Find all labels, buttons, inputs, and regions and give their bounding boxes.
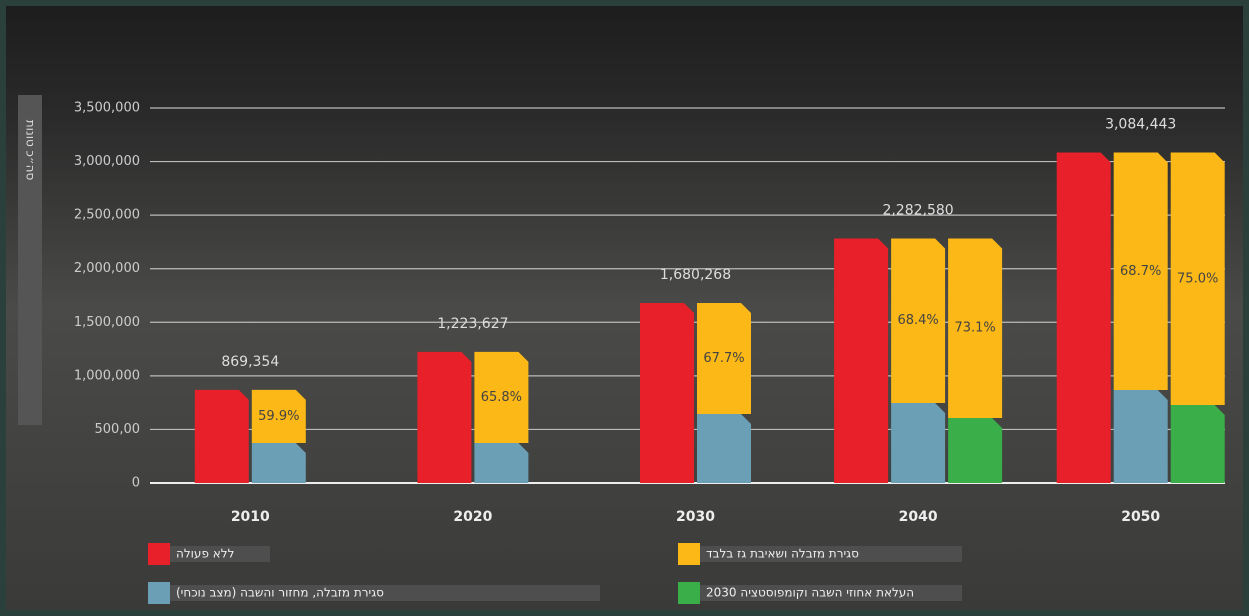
bar-segment — [194, 389, 249, 483]
bar-segment — [697, 414, 751, 483]
total-label: 3,084,443 — [1105, 117, 1176, 133]
bar-segment — [417, 351, 472, 483]
total-label: 1,223,627 — [437, 316, 508, 332]
y-tick-label: 2,000,000 — [74, 261, 140, 276]
percent-label: 65.8% — [481, 390, 522, 405]
bar-segment — [1113, 152, 1168, 390]
y-axis-label-box — [18, 95, 42, 425]
legend-swatch — [678, 582, 700, 604]
y-tick-label: 3,500,000 — [74, 101, 140, 116]
bar-segment — [474, 351, 529, 444]
bar-segment — [1170, 405, 1225, 483]
legend-label: סגירת מזבלה, מחזור והשבה (מצב נוכחי) — [176, 586, 384, 600]
legend-swatch — [678, 543, 700, 565]
bar-segment — [251, 443, 306, 483]
y-tick-label: 500,00 — [95, 422, 141, 437]
percent-label: 68.4% — [897, 313, 938, 328]
legend-strip — [700, 546, 962, 562]
x-tick-label: 2020 — [453, 509, 492, 525]
bar-segment — [948, 238, 1003, 418]
legend-label: העלאת אחוזי השבה וקומפוסטציה 2030 — [706, 586, 914, 600]
percent-label: 59.9% — [258, 409, 299, 424]
y-axis-label: סה״כ טונות — [24, 120, 38, 181]
bar-segment — [891, 402, 946, 483]
y-tick-label: 1,000,000 — [74, 368, 140, 383]
percent-label: 73.1% — [954, 321, 995, 336]
bar-segment — [1056, 152, 1111, 483]
y-tick-label: 0 — [132, 476, 140, 491]
legend-swatch — [148, 582, 170, 604]
percent-label: 67.7% — [703, 351, 744, 366]
bar-segment — [834, 238, 889, 483]
percent-label: 68.7% — [1120, 264, 1161, 279]
total-label: 1,680,268 — [660, 267, 731, 283]
y-tick-label: 2,500,000 — [74, 208, 140, 223]
total-label: 2,282,580 — [882, 202, 953, 218]
legend-strip — [700, 585, 962, 601]
x-tick-label: 2040 — [899, 509, 938, 525]
legend-swatch — [148, 543, 170, 565]
x-tick-label: 2030 — [676, 509, 715, 525]
y-tick-label: 1,500,000 — [74, 315, 140, 330]
bar-segment — [251, 389, 306, 444]
bar-segment — [891, 238, 946, 403]
background — [6, 6, 1243, 610]
bar-segment — [474, 443, 529, 483]
legend-strip — [170, 546, 270, 562]
legend-label: ללא פעולה — [176, 547, 234, 561]
y-tick-label: 3,000,000 — [74, 154, 140, 169]
x-tick-label: 2010 — [231, 509, 270, 525]
x-tick-label: 2050 — [1121, 509, 1160, 525]
bar-segment — [1113, 390, 1168, 483]
bar-segment — [1170, 152, 1225, 405]
bar-segment — [697, 302, 751, 414]
legend-strip — [170, 585, 600, 601]
bar-segment — [948, 417, 1003, 483]
percent-label: 75.0% — [1177, 271, 1218, 286]
bar-segment — [640, 302, 694, 483]
total-label: 869,354 — [221, 354, 279, 370]
legend-label: סגירת מזבלה ושאיבת גז בלבד — [706, 547, 859, 561]
